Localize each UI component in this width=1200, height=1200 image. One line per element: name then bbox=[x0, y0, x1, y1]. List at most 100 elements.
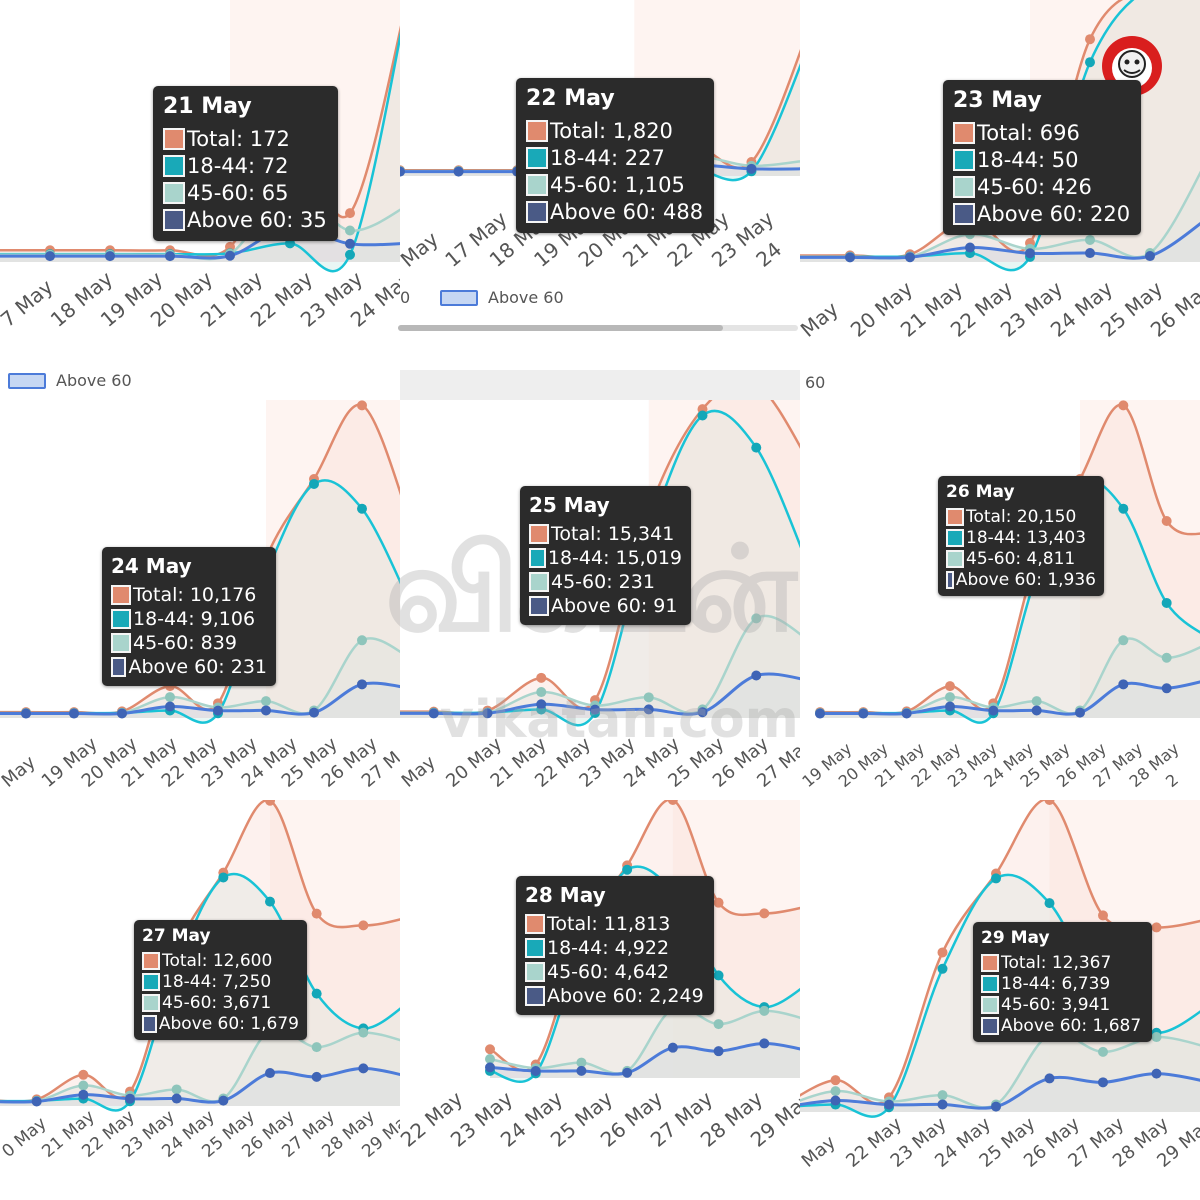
data-point-above60[interactable] bbox=[991, 1101, 1001, 1112]
data-point-a1844[interactable] bbox=[1118, 503, 1129, 514]
data-point-above60[interactable] bbox=[1151, 1068, 1162, 1079]
data-point-total[interactable] bbox=[265, 800, 275, 806]
data-point-total[interactable] bbox=[358, 920, 369, 931]
data-point-a4560[interactable] bbox=[713, 1019, 724, 1030]
data-point-above60[interactable] bbox=[845, 252, 855, 263]
data-point-a1844[interactable] bbox=[1044, 898, 1055, 909]
data-point-above60[interactable] bbox=[485, 1062, 495, 1073]
data-point-a1844[interactable] bbox=[991, 873, 1001, 884]
data-point-a4560[interactable] bbox=[759, 1005, 770, 1016]
data-point-above60[interactable] bbox=[945, 701, 955, 712]
data-point-a4560[interactable] bbox=[1085, 234, 1095, 245]
data-point-a1844[interactable] bbox=[751, 442, 762, 453]
data-point-above60[interactable] bbox=[218, 1095, 229, 1106]
data-point-above60[interactable] bbox=[536, 699, 547, 710]
data-point-a4560[interactable] bbox=[937, 1090, 948, 1101]
data-point-a4560[interactable] bbox=[485, 1053, 495, 1064]
data-point-a4560[interactable] bbox=[165, 692, 175, 703]
data-point-above60[interactable] bbox=[905, 252, 915, 263]
data-point-a4560[interactable] bbox=[357, 635, 367, 646]
data-point-above60[interactable] bbox=[1161, 683, 1172, 694]
data-point-above60[interactable] bbox=[69, 708, 79, 719]
data-point-a4560[interactable] bbox=[311, 1042, 322, 1053]
data-point-above60[interactable] bbox=[261, 705, 271, 716]
data-point-above60[interactable] bbox=[45, 251, 55, 262]
data-point-total[interactable] bbox=[536, 672, 547, 683]
data-point-total[interactable] bbox=[78, 1069, 89, 1080]
data-point-above60[interactable] bbox=[622, 1067, 633, 1078]
data-point-total[interactable] bbox=[830, 1075, 841, 1086]
data-point-total[interactable] bbox=[759, 908, 770, 919]
data-point-above60[interactable] bbox=[937, 1099, 948, 1110]
data-point-above60[interactable] bbox=[21, 708, 31, 719]
data-point-above60[interactable] bbox=[713, 1046, 724, 1057]
data-point-above60[interactable] bbox=[884, 1099, 894, 1110]
data-point-above60[interactable] bbox=[117, 708, 127, 719]
data-point-above60[interactable] bbox=[309, 707, 319, 718]
data-point-above60[interactable] bbox=[1098, 1077, 1108, 1088]
data-point-above60[interactable] bbox=[125, 1093, 135, 1104]
data-point-above60[interactable] bbox=[1118, 679, 1129, 690]
horizontal-scrollbar[interactable] bbox=[398, 325, 798, 331]
data-point-a1844[interactable] bbox=[1161, 597, 1172, 608]
data-point-total[interactable] bbox=[1151, 922, 1162, 933]
data-point-total[interactable] bbox=[311, 908, 322, 919]
data-point-total[interactable] bbox=[1044, 800, 1055, 805]
data-point-above60[interactable] bbox=[345, 238, 355, 249]
data-point-a4560[interactable] bbox=[345, 225, 355, 236]
data-point-above60[interactable] bbox=[830, 1095, 841, 1106]
data-point-above60[interactable] bbox=[667, 1042, 678, 1053]
legend-above-60-panel-4[interactable]: Above 60 bbox=[8, 371, 132, 390]
data-point-above60[interactable] bbox=[746, 163, 757, 174]
data-point-total[interactable] bbox=[713, 897, 724, 908]
data-point-above60[interactable] bbox=[1075, 707, 1085, 718]
data-point-above60[interactable] bbox=[815, 708, 825, 719]
data-point-above60[interactable] bbox=[165, 251, 175, 262]
data-point-above60[interactable] bbox=[965, 242, 975, 253]
data-point-a4560[interactable] bbox=[78, 1080, 89, 1091]
data-point-above60[interactable] bbox=[697, 707, 708, 718]
data-point-total[interactable] bbox=[1085, 34, 1095, 45]
data-point-above60[interactable] bbox=[482, 708, 493, 719]
data-point-above60[interactable] bbox=[1044, 1073, 1055, 1084]
data-point-above60[interactable] bbox=[1085, 248, 1095, 259]
data-point-above60[interactable] bbox=[1145, 251, 1155, 262]
data-point-above60[interactable] bbox=[225, 250, 235, 261]
data-point-above60[interactable] bbox=[1031, 705, 1042, 716]
data-point-a4560[interactable] bbox=[1151, 1032, 1162, 1043]
data-point-above60[interactable] bbox=[643, 704, 654, 715]
data-point-above60[interactable] bbox=[400, 166, 405, 177]
data-point-a4560[interactable] bbox=[1118, 635, 1129, 646]
data-point-above60[interactable] bbox=[751, 670, 762, 681]
data-point-a1844[interactable] bbox=[218, 872, 229, 883]
data-point-a1844[interactable] bbox=[345, 249, 355, 260]
data-point-a1844[interactable] bbox=[713, 970, 724, 981]
data-point-above60[interactable] bbox=[576, 1065, 587, 1076]
data-point-above60[interactable] bbox=[988, 705, 999, 716]
data-point-a4560[interactable] bbox=[1161, 652, 1172, 663]
data-point-above60[interactable] bbox=[311, 1071, 322, 1082]
data-point-a4560[interactable] bbox=[830, 1086, 841, 1097]
data-point-a1844[interactable] bbox=[1085, 57, 1095, 68]
data-point-a4560[interactable] bbox=[1098, 1046, 1108, 1057]
data-point-a4560[interactable] bbox=[1031, 696, 1042, 707]
data-point-above60[interactable] bbox=[858, 708, 869, 719]
data-point-a1844[interactable] bbox=[357, 503, 367, 514]
data-point-above60[interactable] bbox=[358, 1063, 369, 1074]
legend-above-60-panel-2[interactable]: Above 60 bbox=[440, 288, 564, 307]
data-point-a4560[interactable] bbox=[261, 696, 271, 707]
data-point-above60[interactable] bbox=[171, 1093, 182, 1104]
data-point-above60[interactable] bbox=[31, 1096, 42, 1107]
data-point-above60[interactable] bbox=[78, 1089, 89, 1100]
data-point-total[interactable] bbox=[485, 1044, 495, 1055]
data-point-total[interactable] bbox=[1118, 400, 1129, 411]
data-point-above60[interactable] bbox=[357, 679, 367, 690]
data-point-a4560[interactable] bbox=[945, 692, 955, 703]
data-point-above60[interactable] bbox=[530, 1066, 541, 1077]
data-point-above60[interactable] bbox=[901, 708, 912, 719]
scrollbar-thumb[interactable] bbox=[398, 325, 723, 331]
data-point-above60[interactable] bbox=[453, 166, 464, 177]
data-point-above60[interactable] bbox=[428, 708, 439, 719]
data-point-total[interactable] bbox=[345, 208, 355, 219]
data-point-a1844[interactable] bbox=[311, 988, 322, 999]
